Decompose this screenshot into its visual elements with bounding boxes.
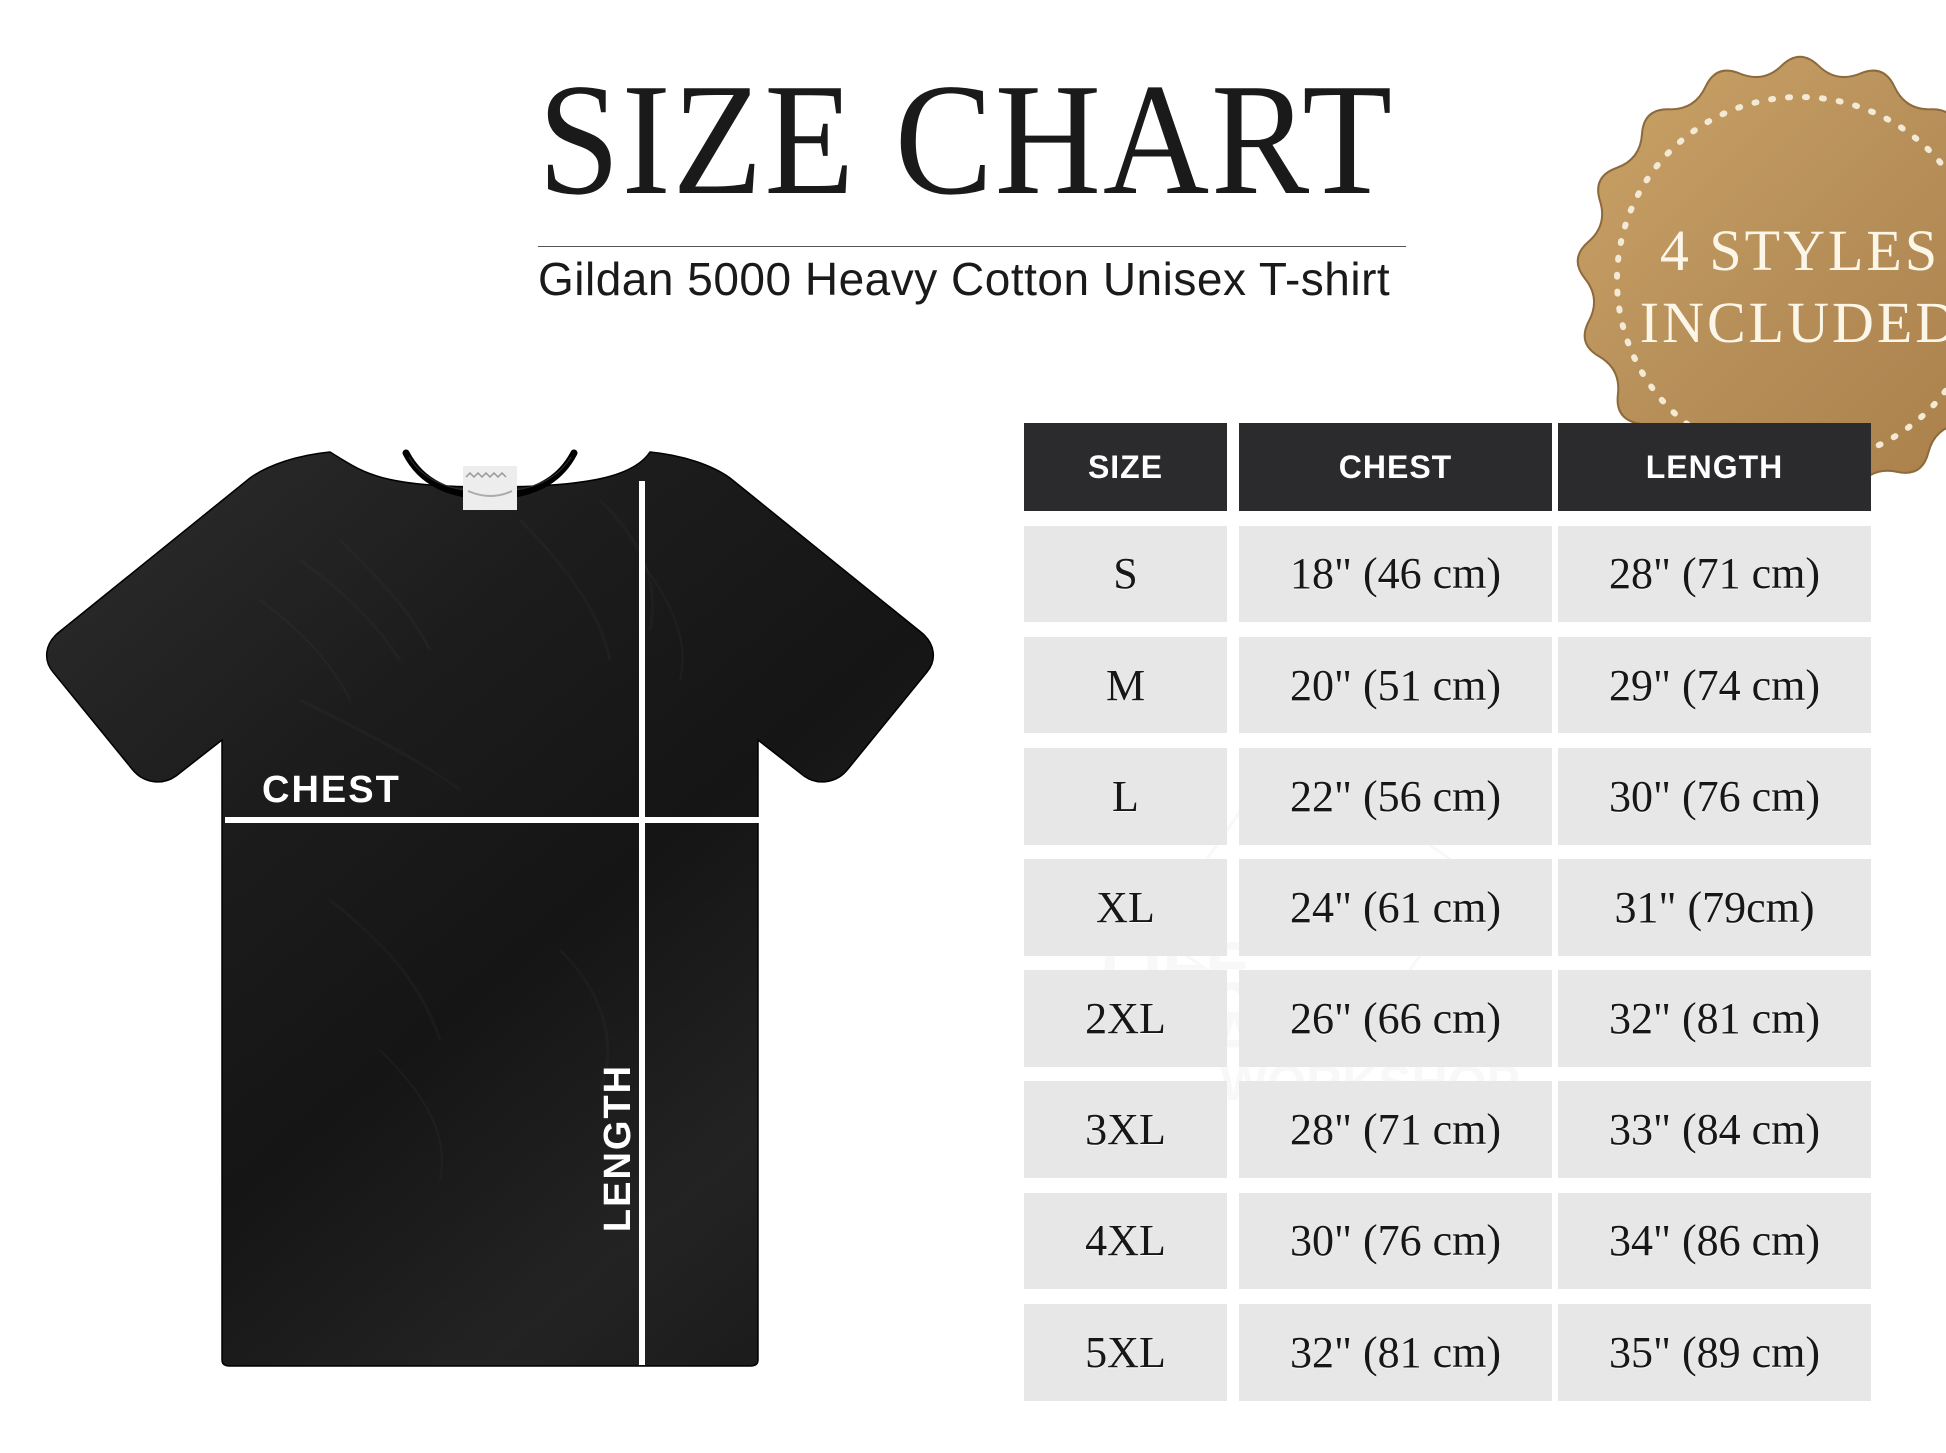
svg-text:LENGTH: LENGTH [597, 1064, 639, 1232]
svg-text:CHEST: CHEST [262, 769, 401, 811]
svg-text:4 STYLES: 4 STYLES [1660, 218, 1940, 283]
svg-text:INCLUDED: INCLUDED [1640, 290, 1946, 355]
